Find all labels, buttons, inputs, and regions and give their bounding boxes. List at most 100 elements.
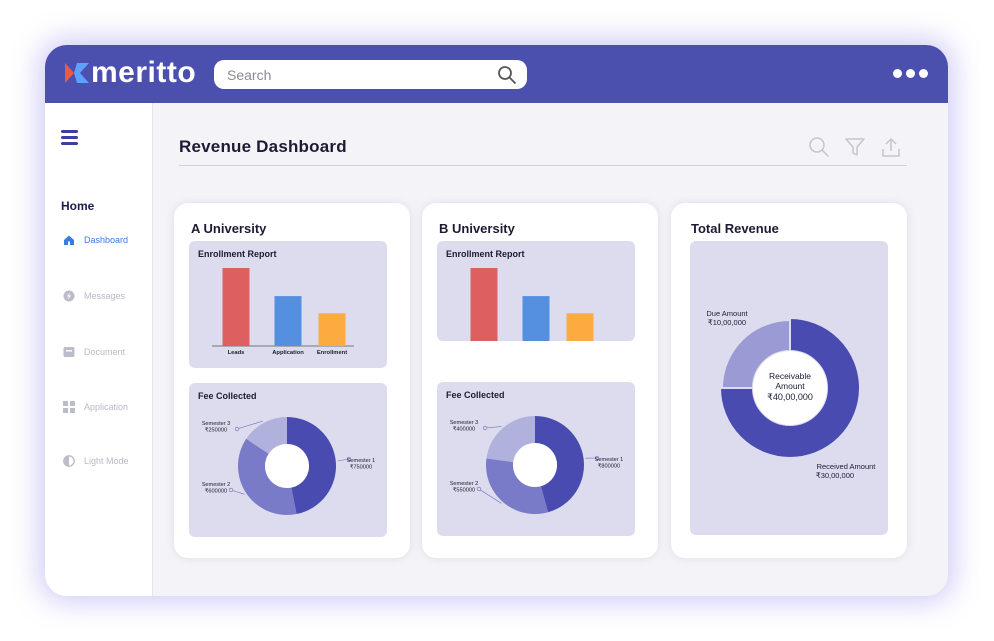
sidebar-item-application[interactable]: Application (63, 401, 128, 413)
callout-dot (476, 486, 482, 492)
filter-icon[interactable] (844, 136, 866, 158)
panel-title: Fee Collected (446, 390, 505, 400)
slice-semester-3 (246, 417, 287, 454)
dot-icon (906, 69, 915, 78)
enrollment-bar-chart: Leads Application Enrollment (212, 268, 354, 356)
slice-label: Semester 3 (450, 420, 479, 426)
contrast-icon (63, 455, 75, 467)
slice-semester-2 (238, 438, 297, 515)
page-title: Revenue Dashboard (179, 137, 347, 156)
slice-semester-2 (486, 458, 549, 514)
card-title: B University (439, 221, 515, 236)
fee-donut-chart: Semester 1₹800000 Semester 2₹550000 Semest… (450, 416, 624, 514)
dot-icon (919, 69, 928, 78)
logo[interactable]: meritto (65, 58, 196, 88)
menu-icon[interactable] (61, 130, 78, 145)
title-divider (179, 165, 907, 166)
callout-line (236, 420, 264, 430)
slice-label: Semester 3 (202, 421, 231, 427)
callout-line (478, 488, 502, 504)
logo-text: meritto (91, 56, 197, 89)
meritto-logo-icon (65, 60, 89, 86)
bar-enrollment (318, 313, 346, 346)
grid-icon (63, 401, 75, 413)
total-revenue-panel: Receivable Amount ₹40,00,000 Due Amount ₹10,… (690, 241, 888, 535)
sidebar-item-document[interactable]: Document (63, 346, 125, 358)
fee-collected-panel: Fee Collected Semester 1 ₹800000 Semester … (437, 382, 635, 536)
slice-label: Due Amount (706, 309, 748, 318)
panel-title: Enrollment Report (446, 249, 525, 259)
slice-label: Semester 1 (595, 457, 624, 463)
dot-icon (893, 69, 902, 78)
slice-semester-1 (535, 416, 584, 513)
bar-application (522, 296, 550, 341)
slice-value: ₹750000 (350, 464, 372, 471)
enrollment-report-panel: Enrollment Report Leads Application Enroll… (189, 241, 387, 368)
slice-value: ₹250000 (205, 427, 227, 434)
x-tick-label: Application (272, 350, 304, 356)
x-tick-label: Leads (228, 350, 245, 356)
panel-title: Enrollment Report (198, 249, 277, 259)
center-label: Receivable (769, 371, 811, 381)
bar-application (274, 296, 302, 346)
center-label: Amount (775, 381, 805, 391)
search-input[interactable]: Search (227, 66, 272, 83)
enrollment-report-panel: Enrollment Report LeadsApplicationEnroll… (437, 241, 635, 341)
callout-dot (346, 456, 352, 462)
callout-dot (234, 426, 240, 432)
callout-dot (482, 425, 488, 431)
card-title: Total Revenue (691, 221, 779, 236)
sidebar-item-label: Application (84, 402, 129, 412)
slice-label: Semester 1 (347, 458, 376, 464)
main-content: Revenue Dashboard A University Enrollmen… (153, 103, 948, 596)
bar-leads (222, 268, 250, 346)
x-tick-label: Enrollment (317, 350, 347, 356)
more-options-icon[interactable] (893, 69, 928, 78)
sidebar-item-label: Dashboard (84, 235, 129, 245)
slice-value: ₹10,00,000 (708, 318, 746, 327)
donut-hole (265, 444, 309, 488)
sidebar-item-label: Light Mode (84, 456, 129, 466)
callout-line (230, 489, 245, 495)
slice-value: ₹800000 (598, 463, 620, 470)
search-icon[interactable] (808, 136, 830, 158)
sidebar-item-label: Document (84, 347, 126, 357)
fee-donut-chart: Semester 1₹750000 Semester 2₹600000 Semest… (202, 417, 376, 515)
sidebar-section-home: Home (61, 199, 95, 213)
export-icon[interactable] (880, 136, 902, 158)
bar-enrollment (566, 313, 594, 341)
panel-title: Fee Collected (198, 391, 257, 401)
toolbar (808, 136, 902, 158)
search-icon[interactable] (497, 65, 517, 85)
search-bar[interactable]: Search (214, 60, 527, 89)
slice-semester-3 (486, 416, 535, 463)
card-b-university: B University Enrollment Report LeadsAppl… (422, 203, 658, 558)
slice-semester-1 (287, 417, 336, 515)
donut-hole (753, 351, 827, 425)
sidebar-item-messages[interactable]: Messages (63, 290, 125, 302)
sidebar-item-light-mode[interactable]: Light Mode (63, 455, 129, 467)
slice-value: ₹30,00,000 (816, 471, 854, 480)
slice-value: ₹400000 (453, 426, 475, 433)
card-total-revenue: Total Revenue Receivable Amount ₹40,00,000… (671, 203, 907, 558)
messages-icon (63, 290, 75, 302)
callout-line (484, 426, 502, 429)
slice-label: Semester 2 (202, 482, 231, 488)
slice-value: ₹600000 (205, 488, 227, 495)
home-icon (63, 234, 75, 246)
sidebar: Home Dashboard Messages Document Applica… (45, 103, 153, 596)
fee-collected-panel: Fee Collected Semester 1 ₹750000 Semester … (189, 383, 387, 537)
slice-label: Semester 2 (450, 481, 479, 487)
callout-dot (594, 455, 600, 461)
center-value: ₹40,00,000 (767, 392, 813, 402)
app-window: meritto Search Home Dashboard (45, 45, 948, 596)
callout-dot (228, 487, 234, 493)
top-bar: meritto Search (45, 45, 948, 103)
slice-label: Received Amount (817, 462, 877, 471)
donut-hole (513, 443, 557, 487)
card-title: A University (191, 221, 267, 236)
document-icon (63, 346, 75, 358)
sidebar-item-dashboard[interactable]: Dashboard (63, 234, 128, 246)
